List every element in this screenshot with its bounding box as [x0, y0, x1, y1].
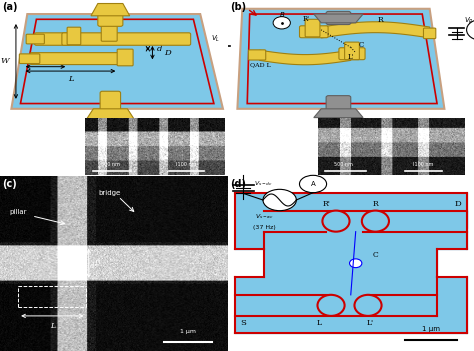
Text: d: d — [90, 262, 94, 270]
Text: $V_L$: $V_L$ — [211, 33, 220, 44]
Text: L: L — [68, 74, 73, 82]
FancyBboxPatch shape — [101, 20, 117, 41]
Text: $V_R$: $V_R$ — [464, 16, 474, 26]
FancyBboxPatch shape — [339, 48, 365, 60]
Circle shape — [263, 189, 296, 211]
Text: R: R — [373, 200, 378, 207]
Polygon shape — [314, 109, 363, 118]
Text: W: W — [0, 58, 9, 65]
Polygon shape — [321, 22, 429, 38]
Text: R': R' — [303, 15, 310, 23]
Text: $V_{s-dc}$: $V_{s-dc}$ — [255, 179, 273, 187]
FancyBboxPatch shape — [423, 28, 436, 39]
Text: $V_{s-ac}$: $V_{s-ac}$ — [255, 212, 273, 221]
Text: L': L' — [347, 53, 354, 61]
Text: I100 nm: I100 nm — [176, 162, 196, 167]
Text: 1 μm: 1 μm — [180, 330, 196, 335]
Polygon shape — [260, 50, 351, 65]
Polygon shape — [237, 9, 445, 109]
Text: R': R' — [322, 200, 330, 207]
Text: L: L — [316, 319, 321, 327]
FancyBboxPatch shape — [300, 26, 328, 38]
FancyBboxPatch shape — [117, 49, 133, 66]
Text: D: D — [164, 49, 171, 57]
Ellipse shape — [362, 211, 389, 232]
FancyBboxPatch shape — [326, 12, 351, 25]
Circle shape — [273, 16, 291, 29]
FancyBboxPatch shape — [62, 33, 191, 45]
Text: bridge: bridge — [98, 190, 120, 196]
FancyBboxPatch shape — [345, 42, 359, 60]
Polygon shape — [235, 193, 466, 333]
Polygon shape — [11, 14, 223, 109]
Ellipse shape — [355, 295, 382, 316]
Text: L: L — [50, 323, 55, 330]
FancyBboxPatch shape — [67, 27, 81, 45]
Text: L': L' — [367, 319, 374, 327]
FancyBboxPatch shape — [305, 19, 320, 37]
Polygon shape — [314, 14, 363, 23]
FancyBboxPatch shape — [35, 33, 70, 45]
Text: QAD L: QAD L — [250, 63, 271, 68]
Text: 500 nm: 500 nm — [334, 162, 353, 167]
Polygon shape — [86, 109, 134, 119]
Text: pillar: pillar — [9, 209, 27, 216]
Text: D: D — [94, 259, 100, 267]
Circle shape — [466, 19, 474, 40]
Ellipse shape — [322, 211, 349, 232]
Text: (d): (d) — [230, 179, 246, 189]
Circle shape — [349, 259, 362, 267]
Circle shape — [300, 175, 327, 193]
Text: I100 nm: I100 nm — [413, 162, 434, 167]
Text: (37 Hz): (37 Hz) — [253, 225, 275, 230]
Text: D: D — [455, 200, 462, 207]
FancyBboxPatch shape — [30, 53, 129, 65]
Text: R: R — [377, 16, 383, 24]
Text: A: A — [310, 181, 315, 187]
Text: (b): (b) — [230, 2, 246, 12]
Ellipse shape — [318, 295, 345, 316]
Text: C: C — [358, 41, 364, 49]
FancyBboxPatch shape — [326, 95, 351, 111]
Text: (c): (c) — [2, 179, 17, 189]
Text: S: S — [240, 319, 246, 327]
FancyBboxPatch shape — [26, 34, 45, 44]
FancyBboxPatch shape — [19, 54, 40, 64]
Text: d: d — [157, 45, 163, 53]
FancyBboxPatch shape — [100, 91, 120, 111]
FancyBboxPatch shape — [248, 50, 266, 60]
Text: 1 μm: 1 μm — [422, 326, 440, 332]
Text: $B$: $B$ — [279, 9, 285, 19]
Text: h: h — [43, 56, 48, 64]
Text: C: C — [373, 251, 379, 259]
Text: 500 nm: 500 nm — [101, 162, 119, 167]
Polygon shape — [91, 4, 130, 16]
FancyBboxPatch shape — [98, 12, 123, 26]
Text: (a): (a) — [2, 2, 18, 12]
